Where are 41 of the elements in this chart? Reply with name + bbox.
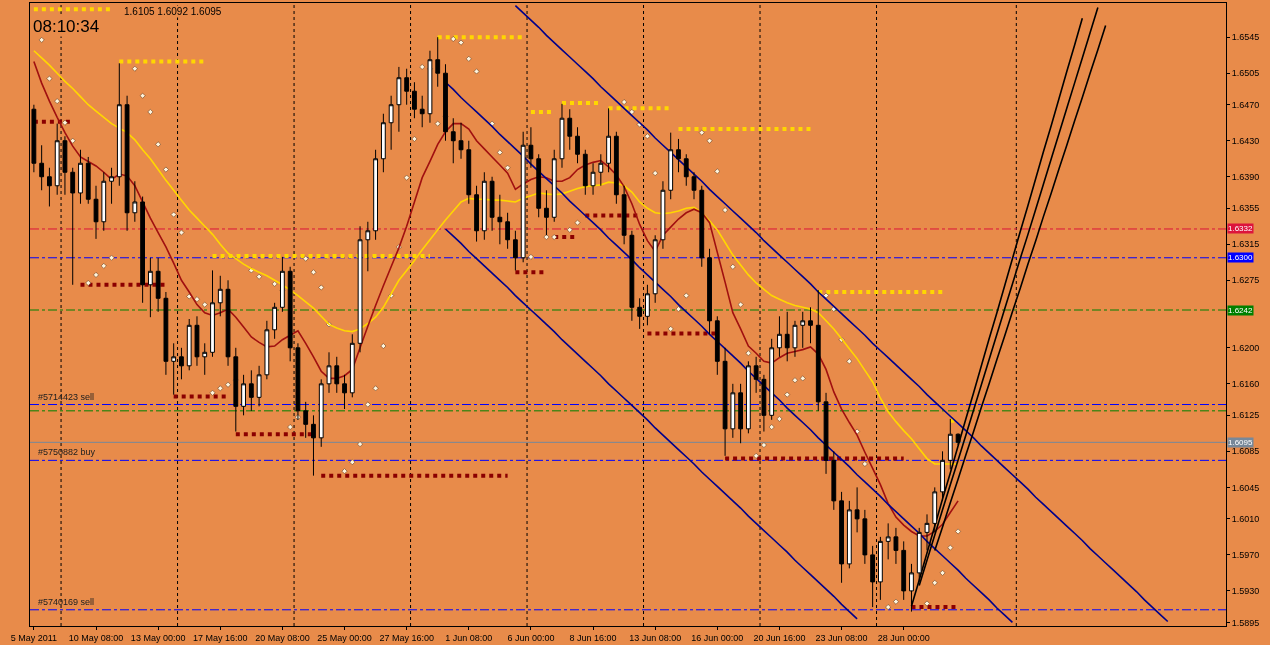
y-tick-label: 1.5895 (1231, 617, 1260, 628)
y-tick-label: 1.6505 (1231, 68, 1260, 79)
y-tick-label: 1.6430 (1231, 135, 1260, 146)
y-tick-label: 1.6010 (1231, 514, 1260, 525)
ref-line-label: 1.6095 (1228, 438, 1254, 447)
ref-line-label: 1.6300 (1228, 253, 1254, 262)
x-tick-label: 1 Jun 08:00 (445, 632, 493, 643)
x-tick-label: 8 Jun 16:00 (569, 632, 617, 643)
x-tick-label: 13 Jun 08:00 (629, 632, 682, 643)
ref-line-label: 1.6332 (1228, 224, 1254, 233)
ref-line-label: #5714423 sell (38, 392, 95, 402)
y-tick-label: 1.6045 (1231, 482, 1260, 493)
chart-title: 1.6105 1.6092 1.6095 (124, 6, 222, 17)
ref-line-label: 1.6242 (1228, 306, 1254, 315)
y-tick-label: 1.6470 (1231, 99, 1260, 110)
x-tick-label: 16 Jun 00:00 (691, 632, 744, 643)
x-tick-label: 20 May 08:00 (255, 632, 310, 643)
x-tick-label: 5 May 2011 (10, 632, 58, 643)
y-tick-label: 1.5930 (1231, 586, 1260, 597)
x-tick-label: 28 Jun 00:00 (877, 632, 930, 643)
y-tick-label: 1.6355 (1231, 203, 1260, 214)
x-tick-label: 23 Jun 08:00 (815, 632, 868, 643)
y-tick-label: 1.5970 (1231, 550, 1260, 561)
y-tick-label: 1.6390 (1231, 171, 1260, 182)
x-tick-label: 17 May 16:00 (193, 632, 248, 643)
x-tick-label: 6 Jun 00:00 (507, 632, 555, 643)
y-tick-label: 1.6275 (1231, 275, 1260, 286)
y-tick-label: 1.6125 (1231, 410, 1260, 421)
y-tick-label: 1.6085 (1231, 446, 1260, 457)
x-tick-label: 10 May 08:00 (68, 632, 124, 643)
y-tick-label: 1.6315 (1231, 239, 1260, 250)
x-tick-label: 27 May 16:00 (379, 632, 434, 643)
x-tick-label: 13 May 00:00 (130, 632, 186, 643)
y-tick-label: 1.6545 (1231, 32, 1260, 43)
ref-line-label: #5750882 buy (38, 447, 96, 457)
ref-line-label: #5740169 sell (38, 597, 95, 607)
y-tick-label: 1.6200 (1231, 342, 1260, 353)
text: 08:10:34 (33, 17, 100, 36)
x-tick-label: 20 Jun 16:00 (753, 632, 806, 643)
x-tick-label: 25 May 00:00 (317, 632, 372, 643)
y-tick-label: 1.6160 (1231, 378, 1260, 389)
